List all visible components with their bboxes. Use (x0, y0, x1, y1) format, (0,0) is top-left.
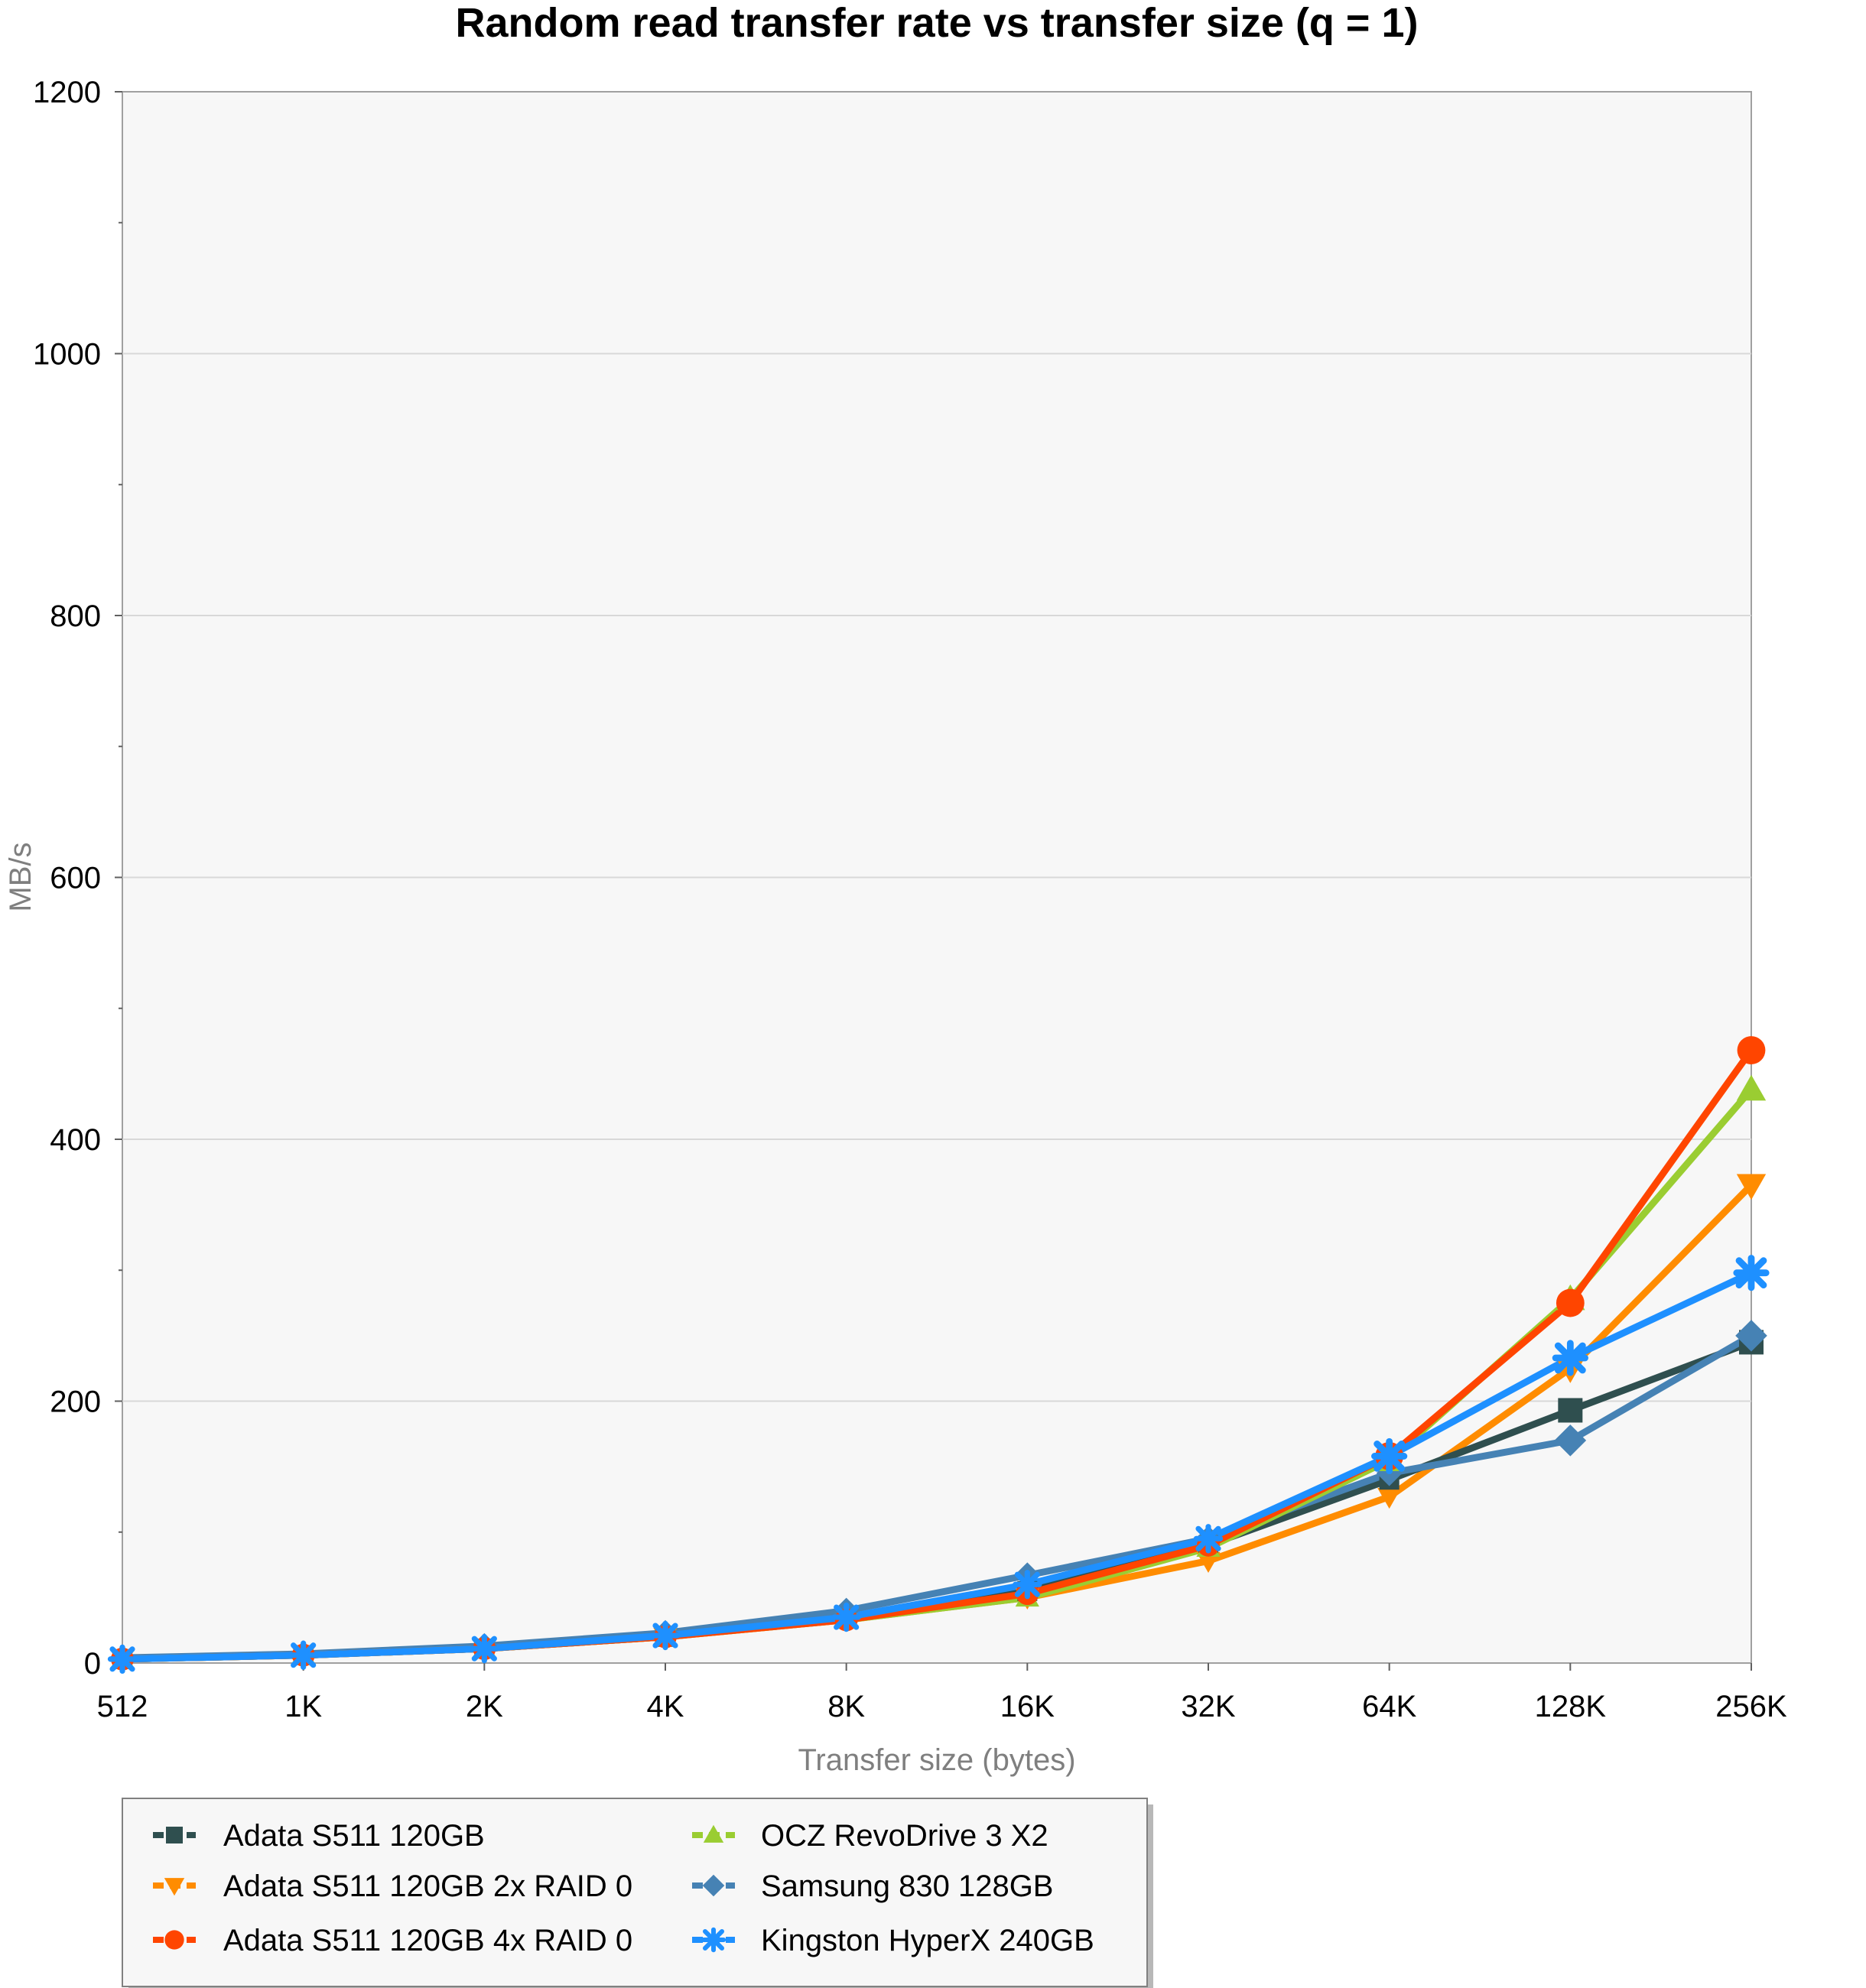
y-tick-label: 800 (50, 599, 101, 633)
legend-marker (701, 1927, 727, 1953)
data-point (1554, 1424, 1587, 1457)
data-point (470, 1633, 499, 1664)
legend-label: Adata S511 120GB 4x RAID 0 (223, 1924, 632, 1957)
series-markers (107, 1036, 1770, 1675)
legend-marker (703, 1824, 724, 1843)
legend-marker (164, 1878, 185, 1896)
data-point (1735, 1320, 1767, 1352)
legend-label: Adata S511 120GB (223, 1819, 485, 1853)
data-point (1013, 1570, 1042, 1600)
legend-label: Kingston HyperX 240GB (761, 1924, 1094, 1957)
legend-label: Samsung 830 128GB (761, 1869, 1053, 1903)
data-point (1736, 1174, 1767, 1200)
data-point (1733, 1255, 1770, 1291)
series-lines (119, 1047, 1755, 1663)
y-axis-label: MB/s (4, 842, 37, 911)
x-tick-label: 128K (1535, 1690, 1607, 1723)
data-point (1556, 1288, 1585, 1317)
data-point (1377, 1487, 1402, 1509)
x-axis-label: Transfer size (bytes) (798, 1743, 1075, 1777)
y-tick-label: 1000 (33, 338, 101, 372)
data-point (1193, 1524, 1224, 1554)
legend-marker (166, 1827, 183, 1843)
legend: Adata S511 120GB Adata S511 120GB 2x RAID… (122, 1798, 1153, 1988)
legend-box (122, 1798, 1148, 1987)
data-point (650, 1620, 681, 1651)
y-tick-label: 600 (50, 862, 101, 895)
x-axis-ticks: 512 1K 2K 4K 8K 16K 32K 64K 128K 256K (97, 1663, 1787, 1723)
x-tick-label: 1K (284, 1690, 322, 1723)
data-point (107, 1644, 138, 1675)
data-point (1552, 1340, 1588, 1376)
x-tick-label: 4K (647, 1690, 684, 1723)
series-line-5 (119, 1269, 1755, 1663)
y-tick-label: 400 (50, 1123, 101, 1157)
legend-label: Adata S511 120GB 2x RAID 0 (223, 1869, 632, 1903)
data-point (1371, 1437, 1408, 1475)
data-point (831, 1602, 861, 1632)
y-tick-label: 0 (84, 1647, 101, 1681)
gridlines (122, 352, 1751, 1402)
x-tick-label: 16K (1000, 1690, 1055, 1723)
x-tick-label: 8K (827, 1690, 865, 1723)
x-tick-label: 256K (1715, 1690, 1787, 1723)
legend-marker (164, 1930, 184, 1950)
data-point (1737, 1036, 1766, 1064)
data-point (288, 1640, 318, 1670)
y-tick-label: 1200 (33, 76, 101, 109)
x-tick-label: 512 (97, 1690, 148, 1723)
x-tick-label: 32K (1181, 1690, 1235, 1723)
data-point (1196, 1551, 1221, 1574)
x-tick-label: 64K (1362, 1690, 1416, 1723)
chart-title: Random read transfer rate vs transfer si… (456, 0, 1419, 46)
y-axis-ticks: 0 200 400 600 800 1000 1200 (33, 76, 122, 1681)
legend-marker (702, 1874, 725, 1897)
data-point (1736, 1074, 1767, 1101)
data-point (1558, 1398, 1583, 1423)
y-tick-label: 200 (50, 1385, 101, 1419)
x-tick-label: 2K (466, 1690, 503, 1723)
legend-label: OCZ RevoDrive 3 X2 (761, 1819, 1048, 1853)
